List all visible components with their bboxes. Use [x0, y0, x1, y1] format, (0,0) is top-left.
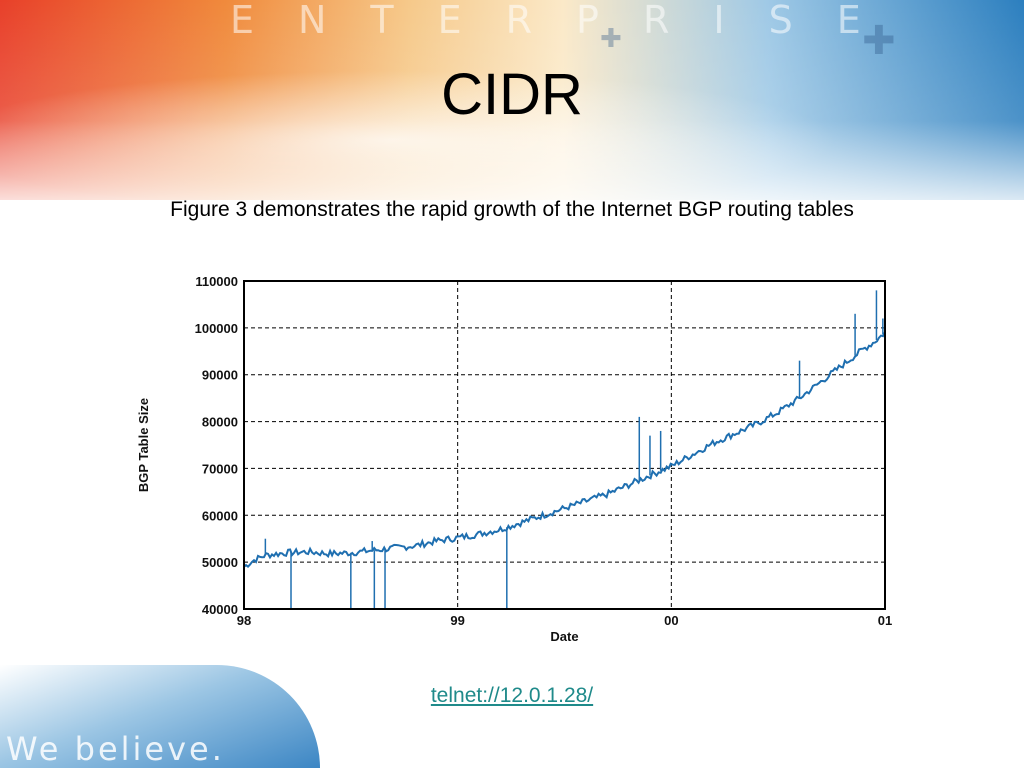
- y-tick-label: 80000: [202, 415, 238, 430]
- plus-decoration: ✚: [600, 24, 622, 54]
- chart-dips: [290, 527, 508, 609]
- plot-frame: [243, 280, 886, 610]
- x-tick-label: 99: [450, 613, 464, 628]
- slide-title: CIDR: [441, 62, 583, 127]
- y-tick-label: 50000: [202, 555, 238, 570]
- banner-fade: [0, 0, 1024, 220]
- series-line: [243, 331, 886, 569]
- x-axis-label: Date: [550, 629, 578, 644]
- x-tick-labels: 98 99 00 01: [237, 613, 892, 628]
- x-tick-label: 00: [664, 613, 678, 628]
- x-tick-label: 98: [237, 613, 251, 628]
- y-tick-label: 40000: [202, 602, 238, 617]
- chart-grid: [244, 281, 885, 609]
- plus-decoration: ✚: [862, 18, 896, 64]
- y-tick-label: 90000: [202, 368, 238, 383]
- y-tick-label: 70000: [202, 461, 238, 476]
- y-tick-labels: 40000 50000 60000 70000 80000 90000 100000 1100…: [195, 274, 238, 617]
- y-tick-label: 110000: [195, 274, 238, 289]
- slogan-watermark: We believe.: [6, 730, 225, 768]
- telnet-link[interactable]: telnet://12.0.1.28/: [430, 684, 594, 707]
- slide-subtitle: Figure 3 demonstrates the rapid growth o…: [170, 198, 854, 221]
- footer-band: [0, 665, 320, 768]
- chart-series: [243, 331, 886, 569]
- chart-spikes: [264, 290, 884, 556]
- y-tick-label: 100000: [195, 321, 238, 336]
- y-axis-label: BGP Table Size: [136, 398, 151, 492]
- figure-bgp-growth: 40000 50000 60000 70000 80000 90000 100000 1100…: [92, 265, 932, 651]
- x-tick-label: 01: [878, 613, 892, 628]
- enterprise-watermark: ENTERPRISE: [230, 0, 905, 42]
- y-tick-label: 60000: [202, 508, 238, 523]
- bgp-chart: 40000 50000 60000 70000 80000 90000 100000 1100…: [136, 274, 892, 644]
